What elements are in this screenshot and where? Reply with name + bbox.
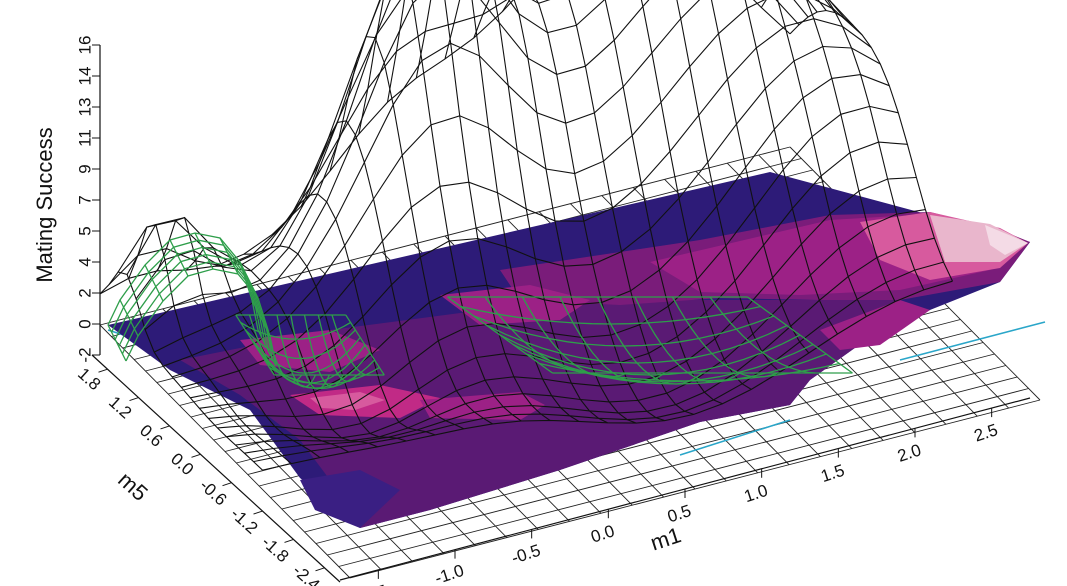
y-tick-mark — [253, 510, 263, 515]
contour-region-7 — [985, 225, 1028, 255]
baseline-right — [899, 321, 1046, 361]
green-wire-bump — [194, 232, 214, 270]
wire-line-m5 — [473, 0, 637, 424]
z-tick-label: 2 — [75, 288, 94, 297]
wire-line-m5 — [329, 36, 493, 425]
wire-line-m5 — [386, 0, 551, 421]
wire-line-m5 — [789, 9, 953, 282]
x-tick-label: 0.5 — [665, 501, 693, 526]
y-tick-mark — [98, 368, 108, 373]
y-tick-mark — [315, 567, 325, 572]
green-wire-bump — [219, 237, 239, 275]
green-wire-bump — [107, 324, 127, 362]
wire-line-m5 — [128, 223, 292, 465]
green-wire-bump — [257, 329, 277, 367]
x-tick-label: 1.0 — [742, 481, 770, 506]
green-wire-bump — [169, 239, 189, 277]
x-tick-label: 2.0 — [895, 440, 923, 465]
x-tick-label: 2.5 — [972, 420, 1000, 445]
wire-line-m5 — [358, 0, 522, 422]
wire-line-m5 — [300, 120, 465, 430]
green-wire-bump — [144, 264, 164, 302]
z-tick-label: 7 — [75, 195, 94, 204]
x-tick-label: 1.5 — [818, 461, 846, 486]
y-tick-mark — [160, 425, 170, 430]
wire-line-m5 — [710, 0, 810, 354]
z-tick-label: 13 — [75, 98, 94, 117]
wire-line-m5 — [744, 0, 838, 335]
y-tick-label: 0.0 — [167, 449, 197, 479]
wire-line-m5 — [243, 245, 407, 442]
baseline-front — [679, 419, 791, 456]
contour-region-8 — [440, 285, 590, 325]
contour-region-12 — [420, 392, 545, 420]
y-tick-label: -0.6 — [196, 476, 230, 510]
wire-line-m5 — [806, 0, 896, 302]
y-tick-label: -1.8 — [258, 532, 292, 566]
contour-region-14 — [820, 300, 930, 350]
z-tick-label: 0 — [75, 319, 94, 328]
wire-line-m5 — [272, 193, 436, 436]
wire-line-m5 — [676, 0, 781, 373]
z-tick-label: 4 — [75, 257, 94, 266]
green-wire-dip — [303, 314, 344, 388]
contour-region-11 — [310, 392, 385, 410]
green-wire-dip — [512, 343, 814, 383]
green-wire-dip — [331, 314, 371, 376]
wire-line-m5 — [156, 216, 321, 459]
x-tick-label: -1.0 — [432, 561, 466, 586]
z-tick-label: -2 — [75, 347, 94, 362]
z-tick-label: 9 — [75, 164, 94, 173]
wire-line-m5 — [415, 0, 580, 422]
green-wire-dip — [596, 296, 703, 385]
wire-line-m5 — [99, 271, 263, 471]
z-tick-label: 5 — [75, 226, 94, 235]
wire-line-m5 — [444, 0, 608, 424]
x-tick-label: -0.5 — [509, 541, 543, 568]
z-tick-label: 16 — [75, 36, 94, 55]
green-wire-bump — [239, 261, 259, 299]
green-wire-bump — [119, 299, 139, 337]
green-wire-dip — [747, 296, 853, 374]
y-tick-mark — [222, 482, 232, 487]
x-tick-label: 0.0 — [588, 521, 616, 546]
wireframe-surface — [99, 0, 953, 471]
y-tick-label: -1.2 — [227, 504, 261, 538]
x-axis-title: m1 — [647, 522, 684, 555]
y-axis-line — [91, 354, 341, 583]
x-tick-label: -1.5 — [356, 581, 390, 586]
y-axis-title: m5 — [113, 467, 152, 506]
contour-region-13 — [300, 470, 400, 528]
wire-line-m5 — [777, 0, 867, 317]
y-tick-label: 0.6 — [136, 421, 166, 451]
y-tick-mark — [284, 538, 294, 543]
y-tick-label: 1.2 — [105, 393, 135, 423]
wire-line-m5 — [502, 0, 666, 422]
wire-line-m5 — [640, 0, 752, 390]
green-wire-dip — [269, 366, 380, 385]
contour-plane — [108, 172, 1030, 528]
y-tick-label: 1.8 — [74, 364, 104, 394]
z-axis: -2 0 2 4 5 7 9 11 13 14 16 — [75, 36, 101, 363]
wire-line-m5 — [604, 0, 723, 405]
green-wire-dip — [345, 314, 385, 376]
wire-line-m5 — [760, 0, 925, 291]
z-tick-label: 14 — [75, 67, 94, 86]
y-tick-mark — [191, 453, 201, 458]
z-tick-label: 11 — [75, 129, 94, 147]
green-wire-dip — [709, 296, 816, 374]
y-tick-mark — [129, 397, 139, 402]
wire-line-m5 — [568, 0, 694, 415]
z-axis-title: Mating Success — [32, 127, 57, 282]
y-tick-label: -2.4 — [289, 561, 323, 586]
green-wire-bump — [251, 299, 271, 337]
